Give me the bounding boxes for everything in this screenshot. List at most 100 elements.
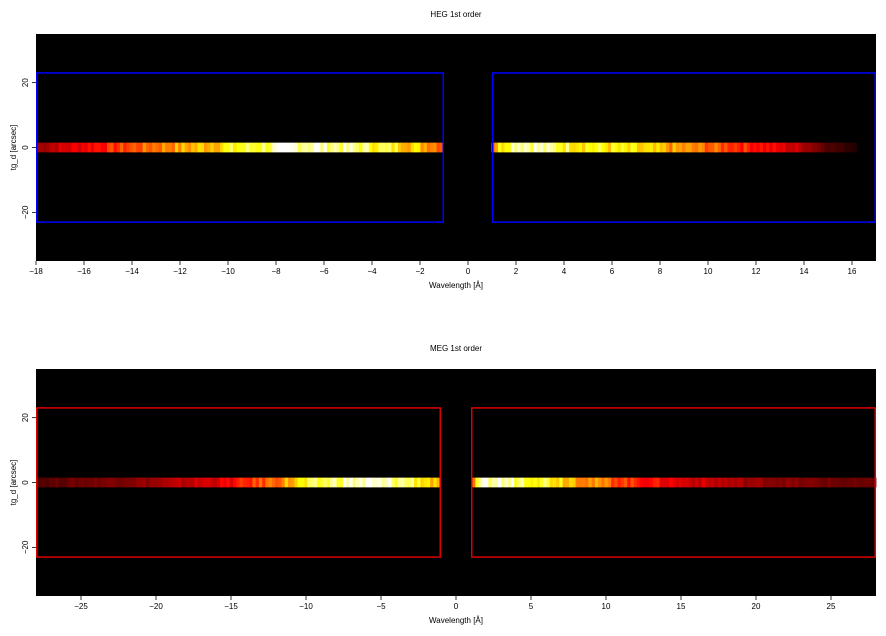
spectrum-bin [494,142,499,153]
spectrum-bin [614,477,618,488]
spectrum-bin [281,477,286,488]
spectrum-bin [120,477,124,488]
spectrum-bin [698,477,702,488]
spectrum-bin [779,142,783,153]
spectrum-bin [204,477,208,488]
spectrum-bin [830,142,835,153]
spectrum-bin [423,477,428,488]
spectrum-bin [239,477,244,488]
spectrum-bin [352,477,357,488]
spectrum-bin [103,477,108,488]
spectrum-bin [420,477,425,488]
spectrum-bin [68,142,72,153]
spectrum-bin [42,142,47,153]
spectrum-bin [52,477,56,488]
spectrum-bin [71,142,76,153]
spectrum-bin [42,477,47,488]
x-tick-label: 0 [454,602,459,611]
x-tick-label: 15 [677,602,686,611]
spectrum-bin [598,142,602,153]
spectrum-bin [594,142,599,153]
spectrum-bin [100,477,105,488]
spectrum-bin [859,477,864,488]
spectrum-bin [630,477,635,488]
spectrum-bin [750,477,754,488]
spectrum-bin [598,477,602,488]
spectrum-bin [685,142,690,153]
spectrum-bin [375,477,379,488]
y-axis-label: tg_d [arcsec] [9,460,18,506]
spectrum-bin [194,477,198,488]
spectrum-bin [646,142,651,153]
spectrum-bin [45,142,50,153]
spectrum-bin [653,477,657,488]
spectrum-bin [184,142,189,153]
spectrum-bin [504,477,509,488]
spectrum-bin [653,142,657,153]
spectrum-bin [746,477,751,488]
spectrum-bin [349,142,354,153]
spectrum-bin [194,142,198,153]
spectrum-bin [743,142,748,153]
spectrum-bin [785,477,790,488]
spectrum-bin [585,142,589,153]
spectrum-bin [704,142,709,153]
spectrum-bin [120,142,124,153]
spectrum-bin [65,477,69,488]
spectrum-bin [830,477,835,488]
spectrum-bin [342,142,347,153]
spectrum-bin [533,477,538,488]
spectrum-bin [265,142,270,153]
spectrum-bin [643,142,648,153]
spectrum-bin [556,477,560,488]
spectrum-bin [300,142,305,153]
spectrum-bin [168,477,173,488]
spectrum-bin [640,477,644,488]
x-tick-label: 25 [827,602,836,611]
spectrum-bin [291,142,295,153]
spectrum-bin [291,477,295,488]
spectrum-bin [672,477,677,488]
spectrum-bin [407,477,412,488]
spectrum-bin [630,142,635,153]
spectrum-bin [556,142,560,153]
spectrum-bin [430,477,434,488]
spectrum-bin [627,477,631,488]
spectrum-bin [339,142,344,153]
spectrum-bin [61,477,66,488]
spectrum-bin [372,142,376,153]
spectrum-bin [401,477,405,488]
spectrum-bin [116,142,121,153]
spectrum-bin [804,477,809,488]
spectrum-bin [488,477,492,488]
spectrum-bin [795,477,799,488]
spectrum-bin [132,477,137,488]
spectrum-bin [678,142,683,153]
spectrum-bin [662,142,667,153]
spectrum-bin [78,142,82,153]
spectrum-bin [724,142,728,153]
spectrum-bin [307,477,312,488]
spectrum-bin [126,142,131,153]
spectrum-bin [297,142,302,153]
spectrum-bin [701,477,706,488]
spectrum-bin [294,142,299,153]
spectrum-bin [200,477,205,488]
spectrum-bin [129,477,134,488]
spectrum-bin [591,477,596,488]
spectrum-bin [255,142,260,153]
x-tick-label: 6 [610,267,615,276]
spectrum-bin [310,142,315,153]
spectrum-bin [720,142,725,153]
spectrum-bin [624,142,628,153]
spectrum-bin [326,477,331,488]
spectrum-bin [388,142,392,153]
spectrum-bin [55,142,60,153]
spectrum-bin [562,477,567,488]
spectrum-bin [792,477,796,488]
spectrum-bin [39,142,43,153]
spectrum-bin [397,142,402,153]
spectrum-bin [817,477,822,488]
spectrum-bin [804,142,809,153]
spectrum-bin [808,477,812,488]
